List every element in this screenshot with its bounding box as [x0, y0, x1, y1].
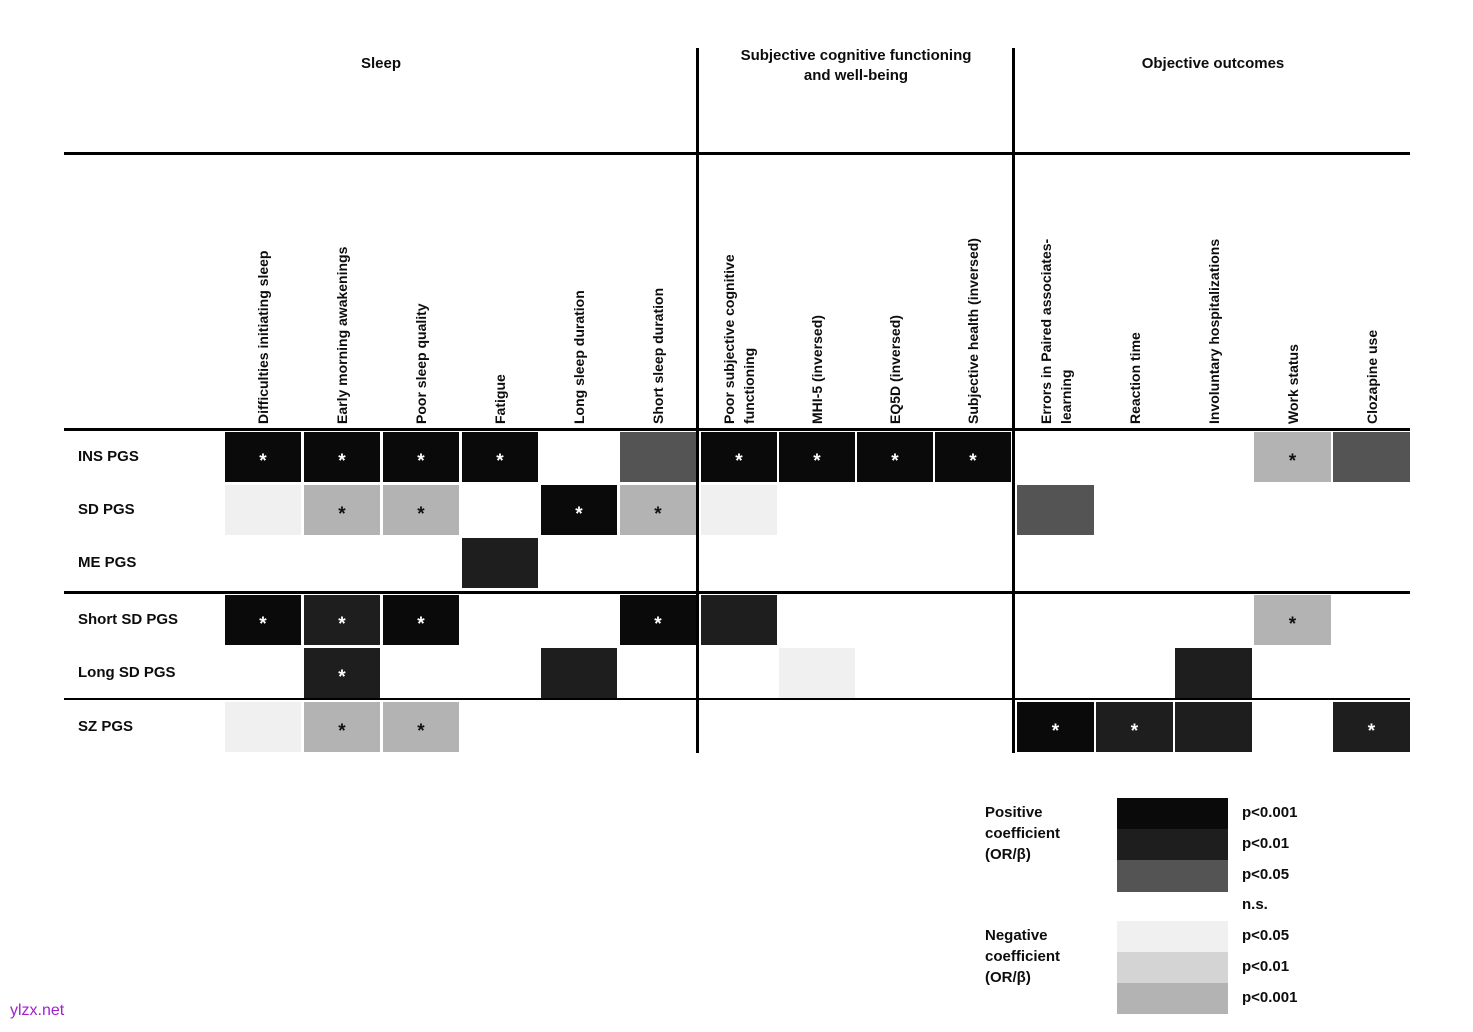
legend-p-label: p<0.001 — [1242, 804, 1298, 821]
row-group-separator-2 — [64, 698, 1410, 700]
heatmap-cell: * — [383, 595, 459, 645]
heatmap-cell: * — [935, 432, 1011, 482]
group-header-sleep: Sleep — [360, 55, 402, 72]
heatmap-cell: * — [304, 595, 380, 645]
legend-p-label: p<0.01 — [1242, 835, 1290, 852]
column-label: Poor sleep quality — [413, 303, 429, 424]
column-label: Difficulties initiating sleep — [255, 250, 271, 424]
heatmap-cell: * — [383, 702, 459, 752]
row-label: ME PGS — [78, 554, 137, 571]
heatmap-cell — [1017, 485, 1094, 535]
legend-swatch-positive — [1117, 829, 1228, 860]
heatmap-cell: * — [857, 432, 933, 482]
column-label: Fatigue — [492, 374, 508, 424]
heatmap-cell: * — [304, 648, 380, 698]
heatmap-cell: * — [1333, 702, 1410, 752]
heatmap-cell: * — [620, 485, 696, 535]
heatmap-cell: * — [462, 432, 538, 482]
column-group-divider-1 — [696, 48, 699, 753]
column-label: Clozapine use — [1363, 329, 1380, 424]
heatmap-cell — [225, 702, 301, 752]
heatmap-cell — [541, 648, 617, 698]
legend-negative-label: Negative coefficient (OR/β) — [985, 927, 1061, 986]
heatmap-cell: * — [1254, 595, 1331, 645]
heatmap-cell: * — [304, 485, 380, 535]
heatmap-cell — [1333, 432, 1410, 482]
heatmap-cell — [1175, 648, 1252, 698]
heatmap-cell: * — [1017, 702, 1094, 752]
watermark: ylzx.net — [10, 1002, 65, 1019]
column-label: Work status — [1284, 344, 1301, 424]
heatmap-cell: * — [225, 595, 301, 645]
legend-swatch-negative — [1117, 921, 1228, 952]
legend-swatch-negative — [1117, 983, 1228, 1014]
group-header-subjective: Subjective cognitive functioning and well… — [740, 47, 972, 84]
legend-p-label: p<0.05 — [1242, 866, 1290, 883]
column-label: MHI-5 (inversed) — [809, 315, 825, 424]
column-label: Subjective health (inversed) — [965, 238, 981, 424]
row-label: SD PGS — [78, 501, 135, 518]
heatmap-cell: * — [701, 432, 777, 482]
legend-p-label: p<0.01 — [1242, 958, 1290, 975]
row-label: Long SD PGS — [78, 664, 176, 681]
heatmap-cell — [779, 648, 855, 698]
legend-ns-label: n.s. — [1242, 896, 1268, 913]
table-top-line — [64, 428, 1410, 431]
row-group-separator-1 — [64, 591, 1410, 594]
legend-p-label: p<0.05 — [1242, 927, 1290, 944]
heatmap-cell — [462, 538, 538, 588]
column-label: Reaction time — [1126, 332, 1143, 424]
heatmap-cell — [620, 432, 696, 482]
legend-p-label: p<0.001 — [1242, 989, 1298, 1006]
column-label: Long sleep duration — [571, 290, 587, 424]
group-header-objective: Objective outcomes — [1141, 55, 1285, 72]
heatmap-cell: * — [1096, 702, 1173, 752]
legend-swatch-positive — [1117, 798, 1228, 829]
column-label: Poor subjective cognitive functioning — [721, 254, 757, 424]
heatmap-cell: * — [304, 702, 380, 752]
column-label: Short sleep duration — [650, 287, 666, 424]
heatmap-cell: * — [541, 485, 617, 535]
column-label: Errors in Paired associates-learning — [1037, 238, 1074, 424]
heatmap-cell — [701, 485, 777, 535]
heatmap-cell — [701, 595, 777, 645]
legend-swatch-negative — [1117, 952, 1228, 983]
heatmap-cell: * — [304, 432, 380, 482]
row-label: Short SD PGS — [78, 611, 179, 628]
heatmap-cell — [1175, 702, 1252, 752]
heatmap-cell: * — [779, 432, 855, 482]
heatmap-cell — [225, 485, 301, 535]
column-label: EQ5D (inversed) — [887, 315, 903, 424]
row-label: INS PGS — [78, 448, 139, 465]
column-group-divider-2 — [1012, 48, 1015, 753]
heatmap-cell: * — [620, 595, 696, 645]
column-label: Involuntary hospitalizations — [1205, 238, 1222, 424]
heatmap-cell: * — [1254, 432, 1331, 482]
heatmap-cell: * — [225, 432, 301, 482]
column-label: Early morning awakenings — [334, 246, 350, 424]
heatmap-cell: * — [383, 432, 459, 482]
legend-swatch-positive — [1117, 860, 1228, 892]
heatmap-cell: * — [383, 485, 459, 535]
row-label: SZ PGS — [78, 718, 134, 735]
header-underline — [64, 152, 1410, 155]
legend-positive-label: Positive coefficient (OR/β) — [985, 804, 1061, 863]
